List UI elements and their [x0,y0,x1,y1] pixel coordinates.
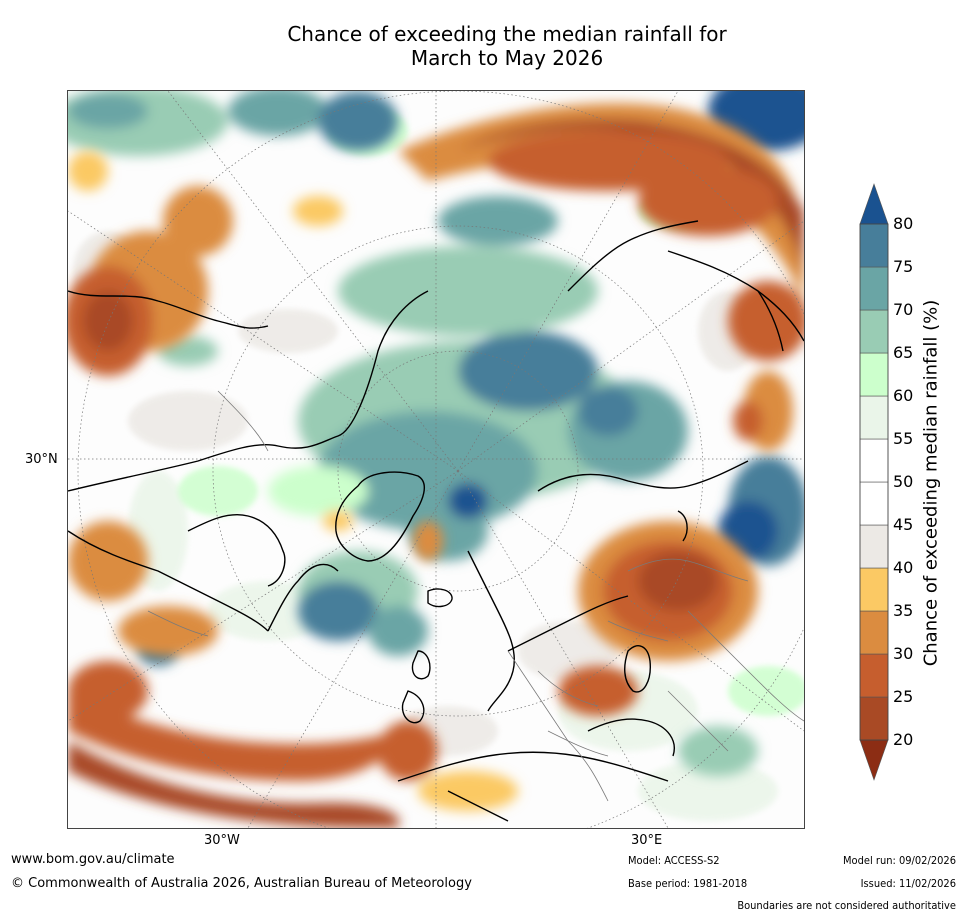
map-canvas [68,91,804,828]
lat-label-30n: 30°N [25,452,58,467]
colorbar-bin [859,696,889,741]
chart-title: Chance of exceeding the median rainfall … [67,22,947,70]
model-run-text: Model run: 09/02/2026 [843,854,956,867]
colorbar-bin [859,395,889,440]
colorbar-bin-low-extend [859,739,889,781]
colorbar-bin [859,567,889,612]
forecast-map [67,90,805,829]
colorbar-label: Chance of exceeding median rainfall (%) [920,299,942,667]
colorbar-tick-label: 50 [893,472,914,491]
lon-label-30w: 30°W [204,833,240,848]
colorbar-tick-label: 40 [893,558,914,577]
mediterranean-coast [397,751,669,782]
website-link[interactable]: www.bom.gov.au/climate [11,852,175,867]
title-line-2: March to May 2026 [410,46,604,70]
colorbar-bin [859,266,889,311]
base-period-text: Base period: 1981-2018 [628,877,748,890]
scandinavia-coast [467,550,515,712]
colorbar-tick-label: 55 [893,429,914,448]
coastlines [68,220,804,822]
copyright-text: © Commonwealth of Australia 2026, Austra… [11,876,472,891]
colorbar-bin-high-extend [859,183,889,225]
graticule [68,91,804,828]
colorbar-tick-label: 75 [893,257,914,276]
colorbar-tick-label: 65 [893,343,914,362]
colorbar-tick-label: 80 [893,214,914,233]
colorbar-svg [859,183,889,781]
colorbar-bin [859,223,889,268]
greenland-coast [335,471,426,562]
siberia-coast [537,460,749,492]
title-line-1: Chance of exceeding the median rainfall … [287,22,727,46]
north-america-coast [68,290,429,632]
wetter-than-normal-areas [68,91,804,776]
disclaimer-text: Boundaries are not considered authoritat… [737,899,956,912]
model-text: Model: ACCESS-S2 [628,854,720,867]
colorbar-tick-label: 60 [893,386,914,405]
lon-label-30e: 30°E [631,833,663,848]
colorbar-bin [859,610,889,655]
colorbar-bin [859,352,889,397]
colorbar-bin [859,481,889,526]
colorbar-tick-label: 20 [893,730,914,749]
colorbar-tick-label: 70 [893,300,914,319]
colorbar-bin [859,309,889,354]
country-boundaries [147,390,804,802]
colorbar [858,182,918,782]
colorbar-bin [859,524,889,569]
colorbar-tick-label: 30 [893,644,914,663]
colorbar-tick-label: 45 [893,515,914,534]
colorbar-bin [859,653,889,698]
colorbar-tick-label: 35 [893,601,914,620]
colorbar-bin [859,438,889,483]
colorbar-tick-label: 25 [893,687,914,706]
drier-than-normal-areas [68,103,804,828]
issued-text: Issued: 11/02/2026 [860,877,956,890]
